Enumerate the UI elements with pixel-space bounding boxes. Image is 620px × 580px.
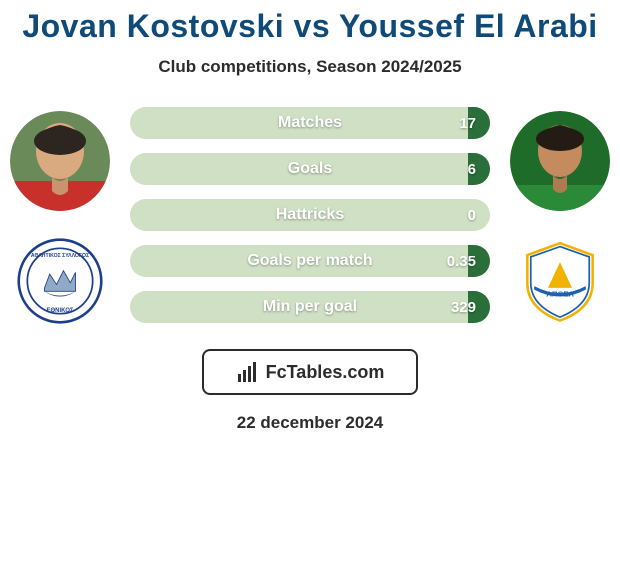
player-left-avatar	[10, 111, 110, 211]
right-side: ΑΠΟΕΛ	[510, 107, 610, 331]
player-right-avatar	[510, 111, 610, 211]
bar-label: Goals per match	[130, 252, 490, 270]
bar-row: Matches 17	[130, 107, 490, 139]
bar-label: Matches	[130, 114, 490, 132]
page-subtitle: Club competitions, Season 2024/2025	[158, 57, 461, 77]
bar-label: Min per goal	[130, 298, 490, 316]
club-left-badge: ΑΘΛΗΤΙΚΟΣ ΣΥΛΛΟΓΟΣ ΕΘΝΙΚΟΣ	[10, 231, 110, 331]
chart-icon	[236, 360, 260, 384]
brand-badge: FcTables.com	[202, 349, 418, 395]
brand-text: FcTables.com	[266, 362, 385, 383]
bar-row: Hattricks 0	[130, 199, 490, 231]
date-text: 22 december 2024	[237, 413, 384, 433]
bar-row: Goals 6	[130, 153, 490, 185]
bar-label: Hattricks	[130, 206, 490, 224]
comparison-content: ΑΘΛΗΤΙΚΟΣ ΣΥΛΛΟΓΟΣ ΕΘΝΙΚΟΣ Matches 17 Go…	[0, 107, 620, 331]
club-right-badge: ΑΠΟΕΛ	[510, 231, 610, 331]
svg-text:ΑΘΛΗΤΙΚΟΣ ΣΥΛΛΟΓΟΣ: ΑΘΛΗΤΙΚΟΣ ΣΥΛΛΟΓΟΣ	[31, 253, 89, 259]
page-title: Jovan Kostovski vs Youssef El Arabi	[22, 8, 597, 45]
bar-label: Goals	[130, 160, 490, 178]
left-side: ΑΘΛΗΤΙΚΟΣ ΣΥΛΛΟΓΟΣ ΕΘΝΙΚΟΣ	[10, 107, 110, 331]
svg-text:ΑΠΟΕΛ: ΑΠΟΕΛ	[546, 289, 574, 298]
bar-row: Min per goal 329	[130, 291, 490, 323]
svg-text:ΕΘΝΙΚΟΣ: ΕΘΝΙΚΟΣ	[46, 308, 73, 314]
stat-bars: Matches 17 Goals 6 Hattricks 0 Goals per…	[110, 107, 510, 323]
bar-row: Goals per match 0.35	[130, 245, 490, 277]
